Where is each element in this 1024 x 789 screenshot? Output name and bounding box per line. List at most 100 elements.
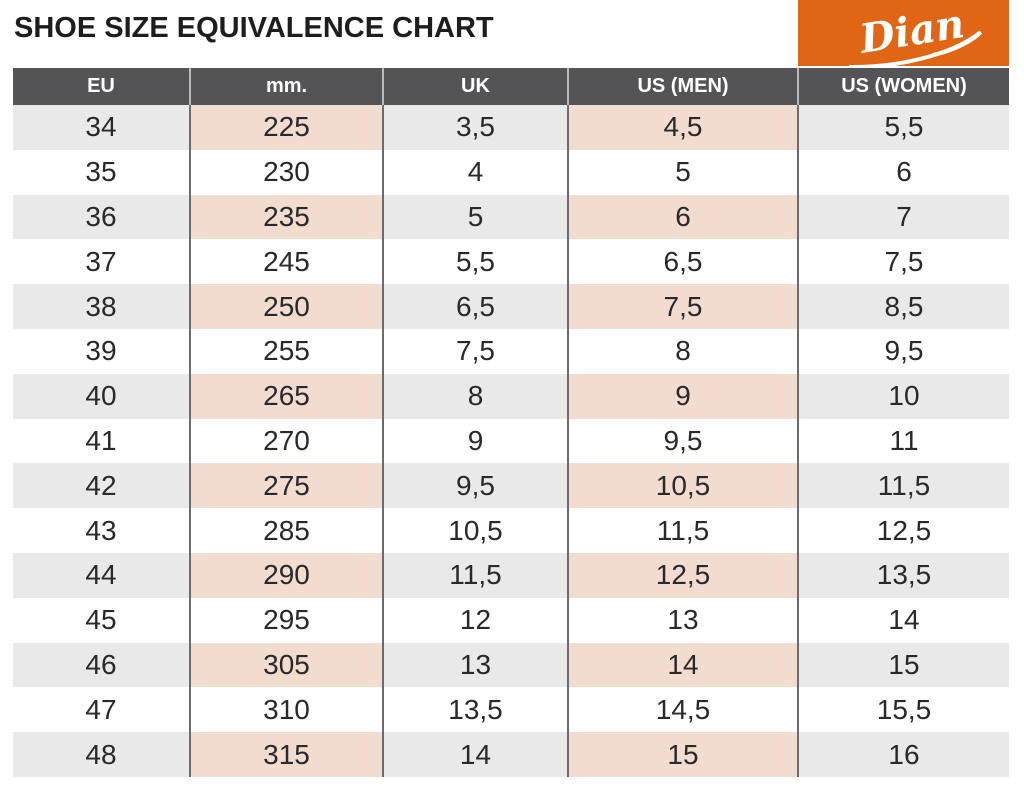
cell-eu: 43 xyxy=(13,508,190,553)
cell-eu: 34 xyxy=(13,105,190,150)
cell-eu: 36 xyxy=(13,194,190,240)
cell-mm: 295 xyxy=(189,597,383,643)
cell-mm: 265 xyxy=(189,373,383,419)
cell-us-women: 11,5 xyxy=(797,463,1009,509)
cell-eu: 42 xyxy=(13,463,190,509)
table-row: 37 245 5,5 6,5 7,5 xyxy=(13,239,1009,285)
cell-us-women: 7,5 xyxy=(797,239,1009,285)
table-row: 42 275 9,5 10,5 11,5 xyxy=(13,463,1009,509)
table-row: 44 290 11,5 12,5 13,5 xyxy=(13,552,1009,598)
cell-us-women: 13,5 xyxy=(797,552,1009,598)
cell-mm: 285 xyxy=(189,508,383,553)
table-row: 46 305 13 14 15 xyxy=(13,642,1009,688)
column-header-us-men: US (MEN) xyxy=(567,68,798,105)
cell-eu: 41 xyxy=(13,418,190,464)
cell-mm: 315 xyxy=(189,732,383,777)
cell-uk: 4 xyxy=(382,149,568,195)
cell-eu: 46 xyxy=(13,642,190,688)
cell-us-women: 11 xyxy=(797,418,1009,464)
cell-uk: 7,5 xyxy=(382,328,568,374)
cell-eu: 48 xyxy=(13,732,190,777)
cell-eu: 44 xyxy=(13,552,190,598)
table-row: 39 255 7,5 8 9,5 xyxy=(13,328,1009,374)
table-row: 47 310 13,5 14,5 15,5 xyxy=(13,687,1009,733)
dian-logo-text: Dian xyxy=(856,0,968,63)
cell-uk: 13,5 xyxy=(382,687,568,733)
table-row: 40 265 8 9 10 xyxy=(13,373,1009,419)
cell-mm: 290 xyxy=(189,552,383,598)
cell-uk: 8 xyxy=(382,373,568,419)
cell-mm: 225 xyxy=(189,105,383,150)
cell-uk: 9 xyxy=(382,418,568,464)
column-header-eu: EU xyxy=(13,68,190,105)
table-row: 41 270 9 9,5 11 xyxy=(13,418,1009,464)
table-row: 35 230 4 5 6 xyxy=(13,149,1009,195)
cell-mm: 235 xyxy=(189,194,383,240)
cell-us-men: 15 xyxy=(567,732,798,777)
cell-eu: 47 xyxy=(13,687,190,733)
cell-eu: 39 xyxy=(13,328,190,374)
cell-uk: 5 xyxy=(382,194,568,240)
cell-eu: 45 xyxy=(13,597,190,643)
cell-us-men: 13 xyxy=(567,597,798,643)
cell-uk: 11,5 xyxy=(382,552,568,598)
cell-us-men: 8 xyxy=(567,328,798,374)
cell-us-men: 7,5 xyxy=(567,284,798,329)
cell-uk: 10,5 xyxy=(382,508,568,553)
table-row: 34 225 3,5 4,5 5,5 xyxy=(13,105,1009,150)
cell-us-women: 9,5 xyxy=(797,328,1009,374)
dian-logo-art: Dian xyxy=(848,0,983,66)
cell-uk: 6,5 xyxy=(382,284,568,329)
cell-uk: 14 xyxy=(382,732,568,777)
cell-mm: 270 xyxy=(189,418,383,464)
cell-us-men: 6,5 xyxy=(567,239,798,285)
table-body: 34 225 3,5 4,5 5,5 35 230 4 5 6 36 235 5 6 7 37 245 5,5 6,… xyxy=(13,105,1009,777)
cell-us-men: 4,5 xyxy=(567,105,798,150)
cell-us-men: 11,5 xyxy=(567,508,798,553)
page-title: SHOE SIZE EQUIVALENCE CHART xyxy=(14,12,494,44)
cell-us-women: 5,5 xyxy=(797,105,1009,150)
cell-us-women: 15,5 xyxy=(797,687,1009,733)
column-header-us-women: US (WOMEN) xyxy=(797,68,1009,105)
cell-us-women: 7 xyxy=(797,194,1009,240)
cell-uk: 3,5 xyxy=(382,105,568,150)
cell-uk: 13 xyxy=(382,642,568,688)
cell-mm: 250 xyxy=(189,284,383,329)
cell-mm: 275 xyxy=(189,463,383,509)
cell-us-women: 16 xyxy=(797,732,1009,777)
cell-uk: 12 xyxy=(382,597,568,643)
table-row: 36 235 5 6 7 xyxy=(13,194,1009,240)
cell-mm: 230 xyxy=(189,149,383,195)
column-header-uk: UK xyxy=(382,68,568,105)
cell-us-women: 10 xyxy=(797,373,1009,419)
cell-us-men: 12,5 xyxy=(567,552,798,598)
cell-us-men: 14,5 xyxy=(567,687,798,733)
cell-us-men: 5 xyxy=(567,149,798,195)
cell-us-men: 10,5 xyxy=(567,463,798,509)
cell-eu: 35 xyxy=(13,149,190,195)
table-row: 48 315 14 15 16 xyxy=(13,732,1009,777)
header-row: EU mm. UK US (MEN) US (WOMEN) xyxy=(13,68,1009,105)
cell-us-women: 14 xyxy=(797,597,1009,643)
cell-us-men: 6 xyxy=(567,194,798,240)
dian-logo: Dian xyxy=(798,0,1009,66)
cell-us-men: 14 xyxy=(567,642,798,688)
cell-mm: 305 xyxy=(189,642,383,688)
cell-us-men: 9 xyxy=(567,373,798,419)
table-row: 38 250 6,5 7,5 8,5 xyxy=(13,284,1009,329)
cell-uk: 5,5 xyxy=(382,239,568,285)
size-equivalence-table: EU mm. UK US (MEN) US (WOMEN) 34 225 3,5 4,… xyxy=(13,68,1009,777)
table-header: EU mm. UK US (MEN) US (WOMEN) xyxy=(13,68,1009,105)
cell-us-men: 9,5 xyxy=(567,418,798,464)
cell-mm: 255 xyxy=(189,328,383,374)
cell-eu: 38 xyxy=(13,284,190,329)
cell-us-women: 15 xyxy=(797,642,1009,688)
cell-mm: 310 xyxy=(189,687,383,733)
cell-eu: 40 xyxy=(13,373,190,419)
cell-us-women: 6 xyxy=(797,149,1009,195)
table-row: 45 295 12 13 14 xyxy=(13,597,1009,643)
cell-mm: 245 xyxy=(189,239,383,285)
logo-underline-flourish xyxy=(848,30,983,66)
column-header-mm: mm. xyxy=(189,68,383,105)
